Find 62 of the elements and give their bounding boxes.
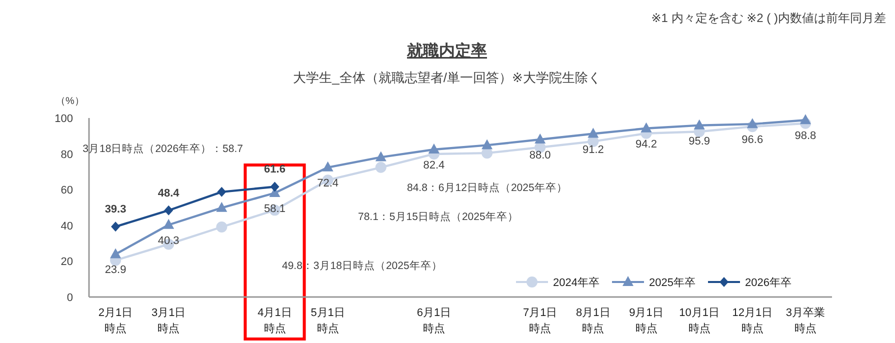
x-tick-label: 7月1日時点 — [522, 307, 558, 335]
y-tick-label: 80 — [60, 148, 73, 161]
point — [270, 182, 280, 192]
y-tick-label: 40 — [60, 220, 73, 232]
point — [800, 114, 811, 124]
point — [482, 148, 493, 159]
point — [163, 218, 174, 229]
data-label: 39.3 — [104, 204, 126, 216]
data-label: 48.4 — [158, 187, 180, 200]
y-axis-title: （%） — [56, 96, 84, 107]
x-tick-label: 3月1日時点 — [151, 307, 186, 335]
data-label: 72.4 — [317, 177, 339, 190]
y-tick-label: 0 — [66, 292, 73, 304]
data-label: 40.3 — [158, 234, 180, 247]
point — [217, 186, 226, 197]
data-label: 61.6 — [264, 164, 286, 176]
x-tick-label: 6月1日時点 — [416, 307, 452, 335]
chart-subtitle: 大学生_全体（就職志望者/単一回答）※大学院生除く — [293, 70, 601, 85]
point — [746, 118, 758, 128]
x-tick-label: 2月1日時点 — [98, 307, 133, 335]
point — [110, 248, 122, 258]
data-label: 98.8 — [794, 130, 816, 142]
text: ※1 内々定を含む ※2 ( )内数値は前年同月差 — [651, 11, 886, 25]
data-label: 95.9 — [688, 135, 710, 148]
x-tick-label: 3月卒業時点 — [786, 306, 826, 335]
data-label: 88.0 — [529, 149, 551, 162]
point — [482, 139, 493, 150]
point — [322, 161, 334, 172]
y-tick-label: 20 — [60, 256, 73, 268]
x-tick-label: 5月1日時点 — [310, 307, 345, 335]
point — [640, 122, 652, 132]
x-tick-label: 10月1日時点 — [679, 307, 720, 335]
point — [216, 222, 228, 233]
y-tick-label: 100 — [54, 113, 73, 125]
point — [428, 144, 440, 154]
data-label: 96.6 — [742, 134, 764, 146]
x-tick-label: 4月1日時点 — [258, 307, 292, 335]
point — [164, 205, 174, 216]
x-tick-label: 9月1日時点 — [629, 307, 664, 335]
legend-label: 2024年卒 — [553, 276, 600, 289]
legend-label: 2026年卒 — [745, 276, 792, 289]
y-tick-label: 60 — [60, 184, 73, 197]
point — [588, 128, 599, 138]
annotation: 49.8：3月18日時点（2025年卒） — [282, 259, 442, 272]
chart-title: 就職内定率 — [406, 41, 487, 60]
annotation: 78.1：5月15日時点（2025年卒） — [358, 210, 518, 223]
legend-label: 2025年卒 — [649, 276, 696, 289]
annotation: 84.8：6月12日時点（2025年卒） — [407, 181, 568, 194]
point — [534, 133, 546, 144]
x-tick-label: 8月1日時点 — [576, 307, 610, 335]
data-label: 58.1 — [264, 203, 286, 215]
point — [375, 162, 386, 173]
annotation: 3月18日時点（2026年卒）：58.7 — [82, 142, 244, 155]
point — [216, 202, 228, 212]
data-label: 91.2 — [582, 144, 604, 156]
point — [694, 119, 705, 130]
data-label: 23.9 — [104, 264, 126, 276]
x-tick-label: 12月1日時点 — [732, 307, 773, 335]
point — [111, 222, 120, 232]
data-label: 94.2 — [636, 138, 657, 150]
point — [375, 151, 386, 162]
data-label: 82.4 — [423, 160, 445, 172]
